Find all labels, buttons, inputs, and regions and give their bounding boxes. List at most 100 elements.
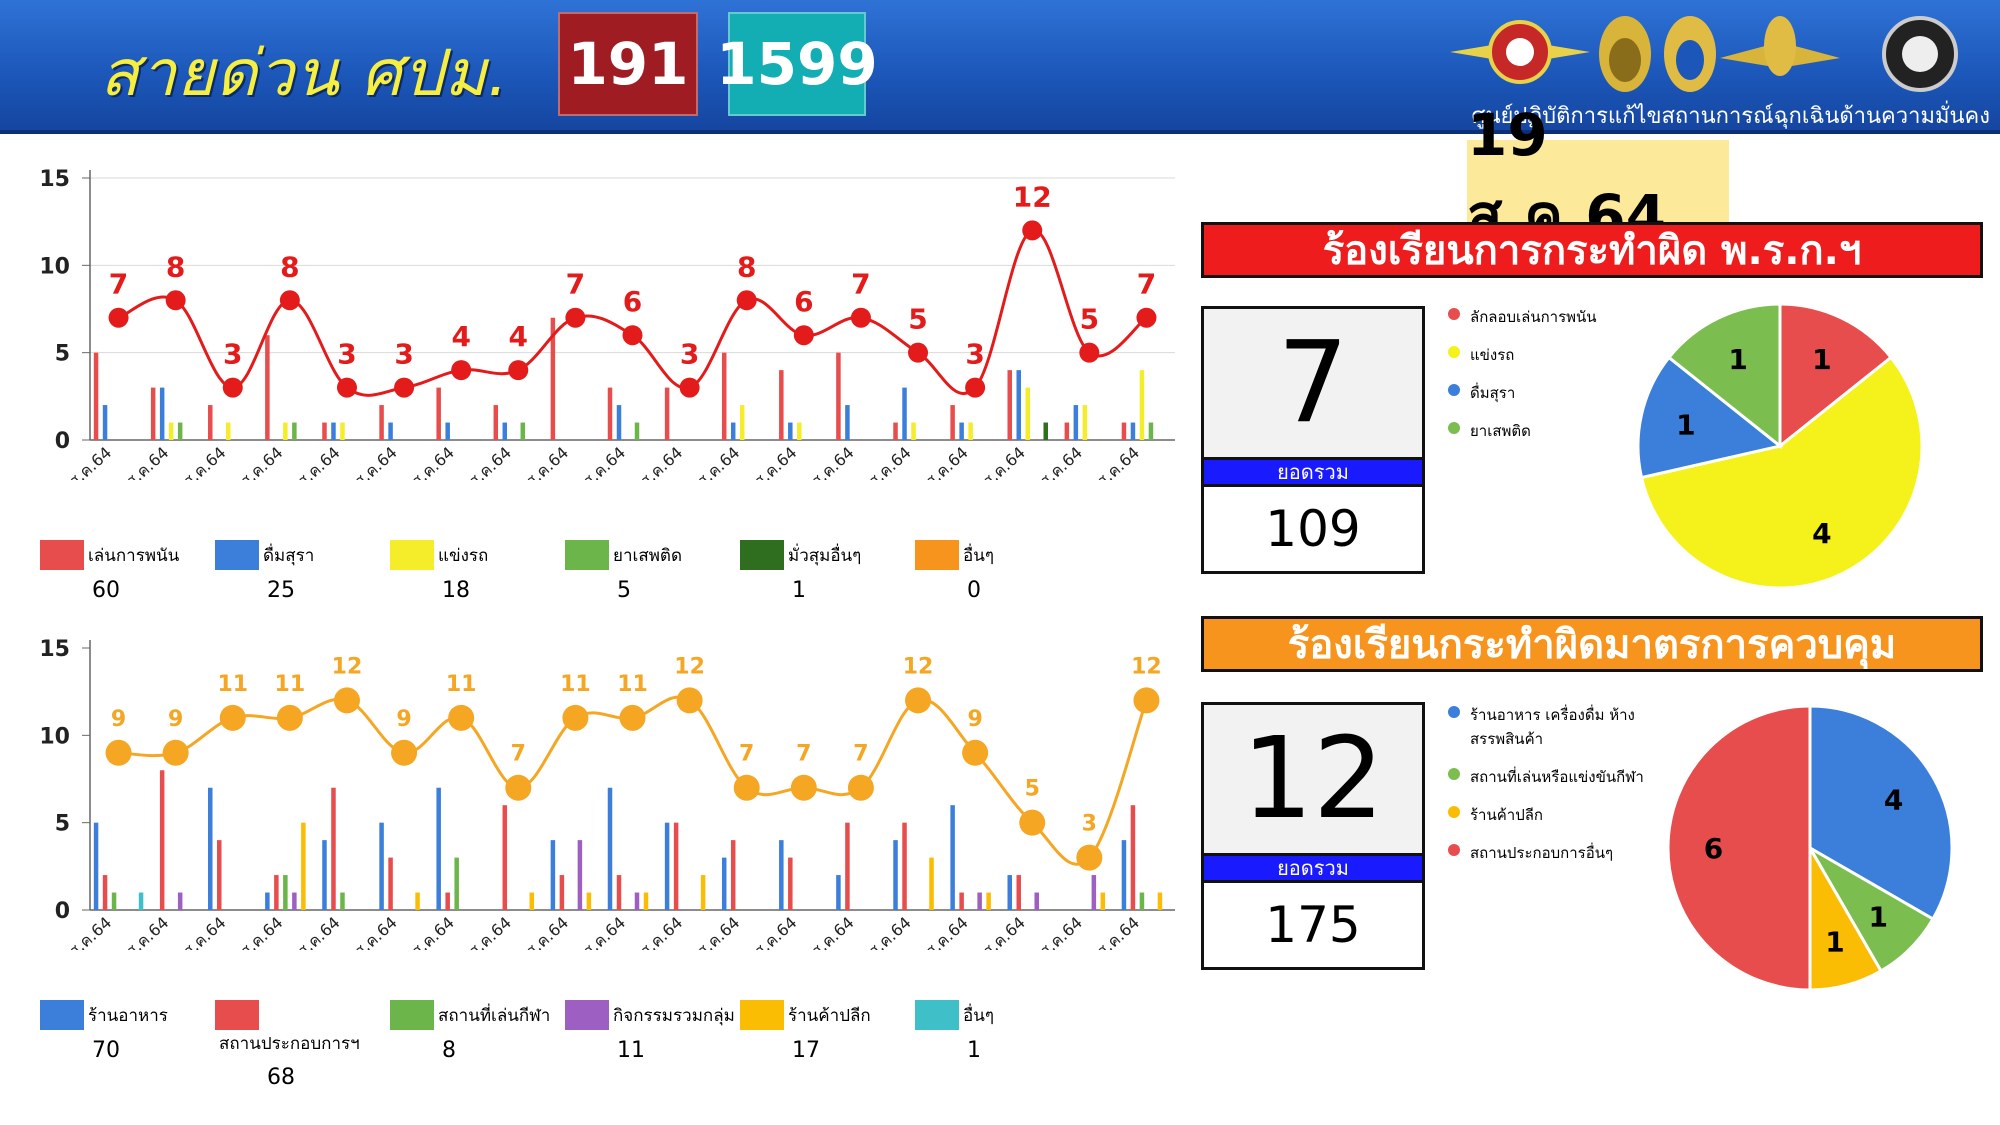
legend-item: ยาเสพติด 5	[565, 540, 740, 603]
x-tick-label: 9 ส.ค.64	[510, 913, 572, 950]
section2-pie-chart: 4 11 6	[1666, 704, 1954, 992]
bar	[968, 422, 973, 440]
line-data-label: 3	[1082, 812, 1097, 837]
bar	[845, 822, 850, 910]
legend-swatch	[215, 540, 259, 570]
x-tick-label: 9 ส.ค.64	[510, 443, 572, 480]
bar	[616, 875, 622, 910]
legend-item: ลักลอบเล่นการพนัน	[1448, 305, 1597, 329]
bar	[1016, 370, 1021, 440]
line-point	[622, 325, 643, 346]
bar	[1130, 422, 1136, 440]
bar	[929, 857, 934, 910]
bar	[730, 840, 736, 910]
line-data-label: 7	[796, 742, 811, 767]
line-data-label: 7	[851, 268, 870, 301]
legend-swatch	[915, 540, 959, 570]
line-point	[222, 377, 243, 398]
legend-total: 5	[617, 578, 631, 603]
bar	[902, 387, 907, 440]
line-point	[276, 704, 303, 731]
bar	[1034, 892, 1039, 910]
section2-total-label: ยอดรวม	[1204, 853, 1422, 883]
legend-dot	[1448, 844, 1460, 856]
bar	[1148, 422, 1154, 440]
chart2-legend: ร้านอาหาร 70 สถานประกอบการฯ 68 สถานที่เล่นกี…	[40, 1000, 1090, 1090]
bar	[959, 422, 964, 440]
x-tick-label: 7 ส.ค.64	[396, 443, 458, 480]
bar	[283, 875, 288, 910]
line-point	[391, 739, 418, 766]
section1-stat-box: 7 ยอดรวม 109	[1201, 306, 1425, 574]
bar	[1043, 422, 1048, 440]
legend-dot	[1448, 806, 1460, 818]
bar	[779, 370, 784, 440]
legend-total: 17	[792, 1038, 820, 1063]
line-point	[219, 704, 246, 731]
legend-item: สถานที่เล่นหรือแข่งขันกีฬา	[1448, 765, 1658, 789]
bar	[159, 387, 165, 440]
legend-item: ร้านค้าปลีก	[1448, 803, 1658, 827]
line-data-label: 8	[737, 250, 756, 283]
legend-dot	[1448, 308, 1460, 320]
navy-emblem-icon	[1450, 20, 1590, 84]
legend-swatch	[390, 540, 434, 570]
section1-banner: ร้องเรียนการกระทำผิด พ.ร.ก.ฯ	[1201, 222, 1983, 278]
legend-swatch	[740, 540, 784, 570]
bar	[721, 352, 727, 440]
x-tick-label: 15 ส.ค.64	[845, 913, 915, 950]
x-tick-label: 14 ส.ค.64	[788, 443, 858, 480]
bar	[730, 422, 736, 440]
line-point	[905, 687, 932, 714]
legend-swatch	[740, 1000, 784, 1030]
legend-label: ยาเสพติด	[1470, 422, 1531, 440]
line-data-label: 7	[511, 742, 526, 767]
line-data-label: 3	[223, 338, 242, 371]
legend-item: เล่นการพนัน 60	[40, 540, 215, 603]
legend-label: เล่นการพนัน	[88, 545, 180, 566]
legend-label: อื่นๆ	[963, 1005, 994, 1026]
line-point	[1019, 809, 1046, 836]
line-data-label: 5	[1080, 303, 1099, 336]
legend-label: สถานประกอบการอื่นๆ	[1470, 844, 1614, 862]
bar	[700, 875, 706, 910]
legend-total: 8	[442, 1038, 456, 1063]
y-tick-label: 0	[55, 429, 70, 454]
legend-label: ร้านค้าปลีก	[1470, 806, 1543, 824]
x-tick-label: 2 ส.ค.64	[110, 913, 172, 950]
line-point	[162, 739, 189, 766]
bar	[577, 840, 583, 910]
report-date: 19 ส.ค.64	[1467, 101, 1729, 250]
x-tick-label: 3 ส.ค.64	[167, 443, 229, 480]
pie-slice	[1808, 704, 1954, 922]
line-point	[448, 704, 475, 731]
bar	[788, 857, 793, 910]
bar	[388, 422, 393, 440]
line-point	[105, 739, 132, 766]
bar	[1007, 875, 1012, 910]
line-point	[793, 325, 814, 346]
bar	[379, 405, 384, 440]
line-point	[279, 290, 300, 311]
line-data-label: 12	[1131, 654, 1162, 679]
bar	[168, 422, 174, 440]
line-point	[565, 307, 586, 328]
legend-item: สถานประกอบการอื่นๆ	[1448, 841, 1658, 865]
legend-label: ลักลอบเล่นการพนัน	[1470, 308, 1597, 326]
y-tick-label: 5	[55, 812, 70, 837]
x-tick-label: 2 ส.ค.64	[110, 443, 172, 480]
bar	[283, 422, 288, 440]
legend-swatch	[565, 1000, 609, 1030]
legend-label: สถานประกอบการฯ	[219, 1034, 360, 1054]
legend-label: สถานที่เล่นหรือแข่งขันกีฬา	[1470, 768, 1644, 786]
line-point	[679, 377, 700, 398]
x-tick-label: 4 ส.ค.64	[225, 443, 287, 480]
bar	[845, 405, 850, 440]
legend-dot	[1448, 706, 1460, 718]
legend-label: แข่งรถ	[1470, 346, 1515, 364]
legend-total: 18	[442, 578, 470, 603]
line-point	[1076, 844, 1103, 871]
legend-label: ยาเสพติด	[613, 545, 682, 566]
bar	[788, 422, 793, 440]
legend-item: ดื่มสุรา 25	[215, 540, 390, 603]
